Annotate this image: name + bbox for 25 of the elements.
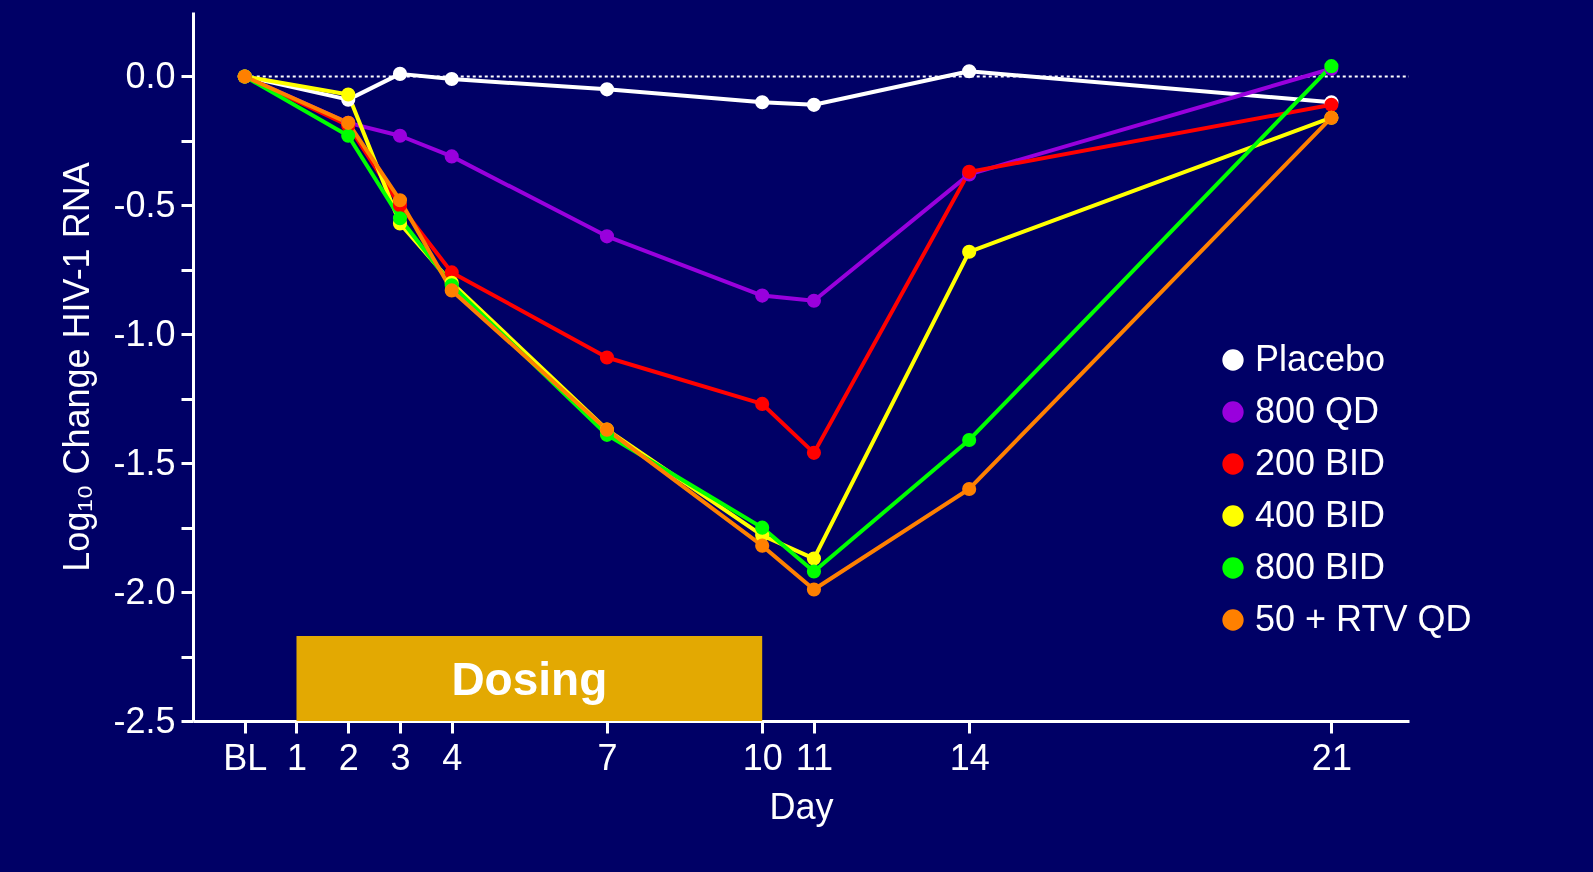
legend-label: 50 + RTV QD bbox=[1255, 598, 1472, 639]
y-tick-label: -0.5 bbox=[113, 183, 176, 225]
y-tick-label: -2.5 bbox=[113, 699, 176, 741]
x-tick-label: 2 bbox=[338, 736, 359, 778]
legend-label: 400 BID bbox=[1255, 494, 1386, 535]
band-label: Dosing bbox=[451, 653, 608, 705]
x-tick-label: 21 bbox=[1311, 736, 1352, 778]
x-axis-title: Day bbox=[769, 785, 834, 827]
x-tick-label: 3 bbox=[390, 736, 411, 778]
x-tick-label: BL bbox=[223, 736, 268, 778]
x-tick-label: 11 bbox=[795, 736, 834, 778]
legend-label: Placebo bbox=[1255, 338, 1386, 379]
legend-label: 800 QD bbox=[1255, 390, 1380, 431]
legend-label: 800 BID bbox=[1255, 546, 1386, 587]
y-tick-label: -2.0 bbox=[113, 570, 176, 612]
x-tick-label: 4 bbox=[442, 736, 463, 778]
x-tick-label: 10 bbox=[742, 736, 783, 778]
x-tick-label: 7 bbox=[597, 736, 618, 778]
legend-label: 200 BID bbox=[1255, 442, 1386, 483]
y-tick-label: -1.0 bbox=[113, 312, 176, 354]
x-tick-label: 14 bbox=[949, 736, 990, 778]
y-tick-label: -1.5 bbox=[113, 441, 176, 483]
y-tick-label: 0.0 bbox=[125, 54, 176, 96]
x-tick-label: 1 bbox=[286, 736, 308, 778]
y-axis-title: Log₁₀ Change HIV-1 RNA bbox=[56, 162, 98, 572]
